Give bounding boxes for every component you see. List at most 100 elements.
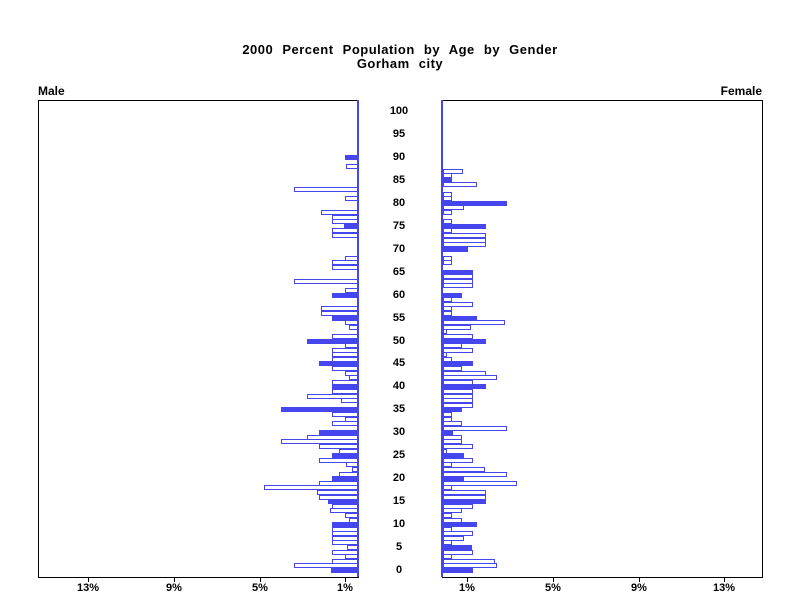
female-tick-label-1%: 1% [459, 582, 475, 594]
female-bar-age-41 [443, 380, 473, 385]
female-bar-age-63 [443, 279, 473, 284]
female-bar-age-58 [443, 302, 473, 307]
female-zero-baseline [441, 100, 443, 577]
male-bar-age-41 [332, 380, 358, 385]
male-plot-frame [38, 100, 359, 578]
male-zero-baseline [357, 100, 359, 577]
male-tick-label-1%: 1% [337, 582, 353, 594]
male-bar-age-9 [332, 527, 358, 532]
female-bar-age-78 [443, 210, 452, 215]
male-bar-age-27 [319, 444, 358, 449]
female-bar-age-68 [443, 256, 452, 261]
age-tick-label-5: 5 [395, 541, 403, 553]
male-bar-age-63 [294, 279, 358, 284]
female-panel-label: Female [720, 84, 762, 98]
male-tick-mark-9% [174, 577, 175, 582]
age-tick-label-45: 45 [392, 357, 406, 369]
female-bar-age-22 [443, 467, 485, 472]
age-tick-label-20: 20 [392, 472, 406, 484]
male-bar-age-16 [319, 495, 358, 500]
female-bar-age-2 [443, 559, 495, 564]
male-bar-age-44 [332, 366, 358, 371]
age-tick-label-75: 75 [392, 220, 406, 232]
female-bar-age-16 [443, 495, 486, 500]
female-bar-age-51 [443, 334, 473, 339]
male-tick-label-5%: 5% [252, 582, 268, 594]
female-bar-age-60 [443, 293, 462, 298]
female-bar-age-80 [443, 201, 507, 206]
female-bar-age-0 [443, 568, 473, 573]
male-bar-age-19 [319, 481, 358, 486]
male-bar-age-78 [321, 210, 358, 215]
female-bar-age-87 [443, 169, 463, 174]
male-tick-mark-13% [88, 577, 89, 582]
male-bar-age-83 [294, 187, 358, 192]
male-bar-age-30 [319, 430, 358, 435]
female-bar-age-26 [443, 449, 447, 454]
age-tick-label-40: 40 [392, 380, 406, 392]
male-bar-age-0 [331, 568, 358, 573]
male-bar-age-29 [307, 435, 358, 440]
male-tick-mark-5% [260, 577, 261, 582]
male-bar-age-39 [332, 389, 358, 394]
female-bar-age-33 [443, 417, 452, 422]
female-tick-label-5%: 5% [545, 582, 561, 594]
age-tick-label-80: 80 [392, 197, 406, 209]
female-bar-age-9 [443, 527, 452, 532]
female-bar-age-45 [443, 361, 473, 366]
male-bar-age-66 [332, 265, 358, 270]
male-bar-age-50 [307, 339, 358, 344]
male-bar-age-60 [332, 293, 358, 298]
male-bar-age-55 [332, 316, 358, 321]
male-bar-age-46 [332, 357, 358, 362]
female-bar-age-70 [443, 247, 468, 252]
female-tick-mark-1% [467, 577, 468, 582]
female-bar-age-72 [443, 238, 486, 243]
age-tick-label-35: 35 [392, 403, 406, 415]
male-bar-age-35 [281, 407, 358, 412]
male-bar-age-26 [339, 449, 358, 454]
female-bar-age-11 [443, 518, 462, 523]
female-bar-age-85 [443, 178, 452, 183]
male-bar-age-57 [321, 306, 358, 311]
female-bar-age-14 [443, 504, 473, 509]
female-bar-age-29 [443, 435, 462, 440]
age-tick-label-25: 25 [392, 449, 406, 461]
female-bar-age-31 [443, 426, 507, 431]
age-tick-label-90: 90 [392, 151, 406, 163]
male-bar-age-7 [332, 536, 358, 541]
female-bar-age-48 [443, 348, 473, 353]
age-tick-label-100: 100 [389, 105, 409, 117]
male-bar-age-51 [332, 334, 358, 339]
female-tick-mark-13% [724, 577, 725, 582]
female-bar-age-84 [443, 182, 477, 187]
female-bar-age-39 [443, 389, 473, 394]
male-panel-label: Male [38, 84, 65, 98]
age-tick-label-50: 50 [392, 335, 406, 347]
male-bar-age-56 [321, 311, 358, 316]
female-tick-mark-5% [553, 577, 554, 582]
female-bar-age-4 [443, 550, 473, 555]
female-bar-age-36 [443, 403, 473, 408]
female-bar-age-44 [443, 366, 462, 371]
age-tick-label-65: 65 [392, 266, 406, 278]
female-bar-age-17 [443, 490, 486, 495]
female-plot-frame [442, 100, 763, 578]
male-bar-age-73 [332, 233, 358, 238]
male-bar-age-17 [317, 490, 358, 495]
female-bar-age-55 [443, 316, 477, 321]
female-bar-age-82 [443, 192, 452, 197]
female-bar-age-76 [443, 219, 452, 224]
chart-subtitle: Gorham city [356, 56, 444, 71]
age-tick-label-70: 70 [392, 243, 406, 255]
male-bar-age-14 [332, 504, 358, 509]
female-tick-mark-9% [639, 577, 640, 582]
male-bar-age-38 [307, 394, 358, 399]
age-tick-label-10: 10 [392, 518, 406, 530]
female-bar-age-5 [443, 545, 472, 550]
female-bar-age-8 [443, 531, 473, 536]
female-bar-age-38 [443, 394, 473, 399]
female-bar-age-53 [443, 325, 471, 330]
male-tick-mark-1% [345, 577, 346, 582]
